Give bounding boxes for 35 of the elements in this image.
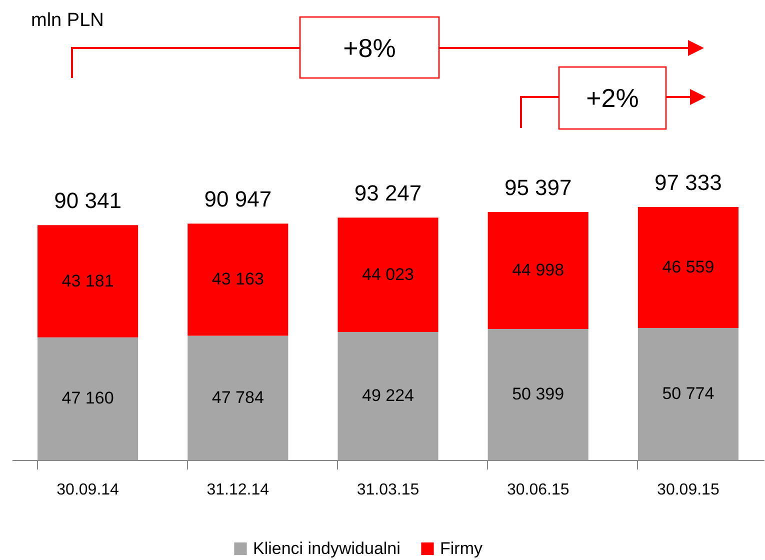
legend-label: Klienci indywidualni (253, 538, 400, 558)
bar (488, 328, 588, 460)
text: +8% (342, 32, 397, 62)
total-label: 90 341 (54, 188, 122, 214)
data-label: 50 399 (512, 384, 564, 404)
bar (338, 332, 438, 460)
x-tick-label: 30.06.15 (506, 482, 570, 498)
data-label: 47 160 (62, 388, 114, 408)
text: +2% (585, 83, 640, 113)
data-label: 43 163 (212, 270, 264, 289)
total-label: 95 397 (504, 175, 572, 200)
data-label: 49 224 (362, 386, 414, 406)
legend-label: Firmy (440, 538, 483, 558)
data-label: 47 784 (212, 388, 264, 407)
data-label: 50 774 (662, 384, 714, 404)
bar (38, 337, 138, 460)
data-label: 46 559 (662, 258, 714, 277)
text: mln PLN (31, 10, 104, 32)
bar (188, 336, 288, 460)
bar (488, 212, 588, 329)
x-tick-label: 31.12.14 (206, 482, 270, 498)
x-tick-label: 30.09.15 (657, 482, 720, 498)
data-label: 43 181 (62, 271, 114, 290)
bar (188, 224, 288, 336)
data-label: 44 998 (512, 260, 564, 280)
total-label: 90 947 (204, 186, 272, 212)
bar (638, 328, 738, 460)
x-tick-label: 31.03.15 (356, 482, 420, 498)
data-label: 44 023 (362, 264, 414, 284)
bar (338, 218, 438, 332)
total-label: 97 333 (654, 170, 722, 195)
bar (38, 225, 138, 338)
bar (638, 207, 738, 328)
x-tick-label: 30.09.14 (56, 482, 120, 498)
total-label: 93 247 (354, 180, 422, 206)
